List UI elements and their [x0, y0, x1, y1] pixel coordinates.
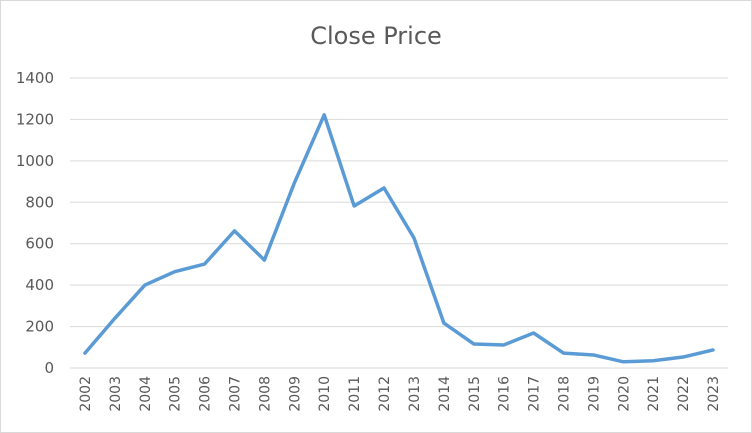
x-tick-label: 2018	[557, 376, 573, 412]
x-tick-label: 2023	[706, 376, 722, 412]
x-tick-label: 2016	[497, 376, 513, 412]
x-tick-label: 2002	[78, 376, 94, 412]
y-tick-label: 200	[25, 318, 54, 336]
y-tick-label: 1400	[16, 69, 54, 87]
x-tick-label: 2019	[586, 376, 602, 412]
y-tick-label: 0	[44, 359, 54, 377]
y-tick-label: 1200	[16, 110, 54, 128]
y-tick-label: 800	[25, 193, 54, 211]
series-line	[83, 113, 715, 364]
x-tick-label: 2010	[317, 376, 333, 412]
x-tick-label: 2006	[198, 376, 214, 412]
x-tick-label: 2004	[138, 376, 154, 412]
x-tick-label: 2020	[616, 376, 632, 412]
x-tick-label: 2021	[646, 376, 662, 412]
chart-title: Close Price	[310, 22, 442, 50]
x-tick-label: 2008	[257, 376, 273, 412]
x-tick-label: 2012	[377, 376, 393, 412]
y-tick-label: 400	[25, 276, 54, 294]
x-tick-label: 2011	[347, 376, 363, 412]
x-tick-label: 2003	[108, 376, 124, 412]
x-tick-label: 2022	[676, 376, 692, 412]
x-tick-label: 2005	[168, 376, 184, 412]
x-tick-label: 2015	[467, 376, 483, 412]
x-tick-label: 2007	[228, 376, 244, 412]
x-tick-label: 2014	[437, 376, 453, 412]
y-tick-label: 600	[25, 235, 54, 253]
x-tick-label: 2013	[407, 376, 423, 412]
x-tick-label: 2017	[527, 376, 543, 412]
x-tick-label: 2009	[287, 376, 303, 412]
y-tick-label: 1000	[16, 152, 54, 170]
